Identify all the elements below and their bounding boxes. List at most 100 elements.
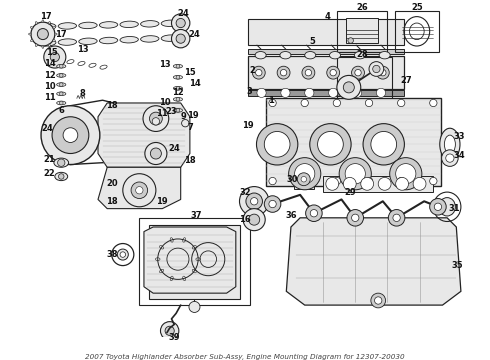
Circle shape bbox=[301, 99, 308, 107]
Ellipse shape bbox=[38, 23, 56, 30]
Circle shape bbox=[430, 198, 446, 215]
Ellipse shape bbox=[444, 135, 455, 153]
Circle shape bbox=[373, 65, 380, 73]
Text: 18: 18 bbox=[106, 197, 118, 206]
Ellipse shape bbox=[173, 108, 183, 112]
Text: 26: 26 bbox=[357, 3, 368, 12]
Circle shape bbox=[176, 64, 180, 68]
Ellipse shape bbox=[48, 44, 50, 46]
Text: 24: 24 bbox=[169, 144, 180, 153]
Circle shape bbox=[58, 159, 65, 166]
Ellipse shape bbox=[48, 22, 50, 24]
Circle shape bbox=[301, 177, 308, 185]
Text: 10: 10 bbox=[159, 99, 171, 108]
Text: 11: 11 bbox=[45, 93, 56, 102]
Text: 28: 28 bbox=[357, 50, 368, 59]
Ellipse shape bbox=[57, 73, 66, 77]
Ellipse shape bbox=[264, 131, 290, 157]
Ellipse shape bbox=[173, 75, 183, 79]
Circle shape bbox=[301, 176, 307, 182]
Text: 12: 12 bbox=[172, 88, 184, 97]
Text: 33: 33 bbox=[453, 132, 465, 141]
Ellipse shape bbox=[277, 66, 290, 79]
Ellipse shape bbox=[355, 69, 361, 76]
Circle shape bbox=[165, 326, 174, 336]
Ellipse shape bbox=[38, 40, 56, 46]
Circle shape bbox=[150, 148, 161, 159]
Text: 24: 24 bbox=[189, 30, 200, 39]
Text: 18: 18 bbox=[184, 156, 196, 165]
Text: 27: 27 bbox=[400, 76, 412, 85]
Bar bbox=[248, 49, 404, 54]
Circle shape bbox=[59, 83, 63, 86]
Circle shape bbox=[176, 98, 180, 101]
Text: 19: 19 bbox=[242, 121, 253, 130]
Ellipse shape bbox=[120, 36, 138, 43]
Ellipse shape bbox=[28, 33, 31, 35]
Circle shape bbox=[257, 88, 266, 98]
Ellipse shape bbox=[99, 22, 118, 28]
Circle shape bbox=[395, 177, 409, 190]
Ellipse shape bbox=[55, 172, 68, 181]
Circle shape bbox=[347, 210, 364, 226]
Text: 1: 1 bbox=[268, 96, 273, 105]
Circle shape bbox=[176, 75, 180, 79]
Text: 2007 Toyota Highlander Absorber Sub-Assy, Engine Mounting Diagram for 12307-2003: 2007 Toyota Highlander Absorber Sub-Assy… bbox=[85, 354, 405, 360]
Circle shape bbox=[397, 99, 405, 107]
Text: 6: 6 bbox=[58, 106, 64, 115]
Ellipse shape bbox=[330, 69, 337, 76]
Text: 19: 19 bbox=[156, 197, 168, 206]
Ellipse shape bbox=[318, 131, 343, 157]
Ellipse shape bbox=[439, 198, 455, 216]
Ellipse shape bbox=[35, 22, 38, 24]
Ellipse shape bbox=[57, 92, 66, 96]
Bar bbox=[323, 176, 433, 192]
Circle shape bbox=[343, 82, 354, 93]
Bar bbox=[139, 218, 249, 305]
Circle shape bbox=[333, 99, 341, 107]
Circle shape bbox=[250, 198, 258, 205]
Text: 31: 31 bbox=[449, 204, 460, 213]
Circle shape bbox=[59, 101, 63, 105]
Circle shape bbox=[182, 120, 189, 127]
Bar bbox=[294, 169, 314, 189]
Circle shape bbox=[269, 201, 276, 208]
Text: 3: 3 bbox=[247, 86, 252, 95]
Circle shape bbox=[149, 112, 162, 125]
Text: 14: 14 bbox=[189, 79, 200, 88]
Text: 7: 7 bbox=[187, 123, 193, 132]
Text: 12: 12 bbox=[45, 71, 56, 80]
Circle shape bbox=[37, 28, 49, 40]
Bar bbox=[266, 98, 441, 186]
Ellipse shape bbox=[30, 40, 33, 41]
Text: 17: 17 bbox=[40, 12, 51, 21]
Text: 13: 13 bbox=[159, 60, 171, 69]
Ellipse shape bbox=[339, 158, 371, 190]
Ellipse shape bbox=[79, 22, 97, 29]
Circle shape bbox=[376, 88, 386, 98]
Circle shape bbox=[361, 177, 373, 190]
Ellipse shape bbox=[161, 20, 179, 27]
Ellipse shape bbox=[42, 46, 44, 48]
Text: 8: 8 bbox=[79, 89, 85, 98]
Ellipse shape bbox=[53, 27, 55, 29]
Circle shape bbox=[189, 301, 200, 312]
Circle shape bbox=[434, 203, 441, 211]
Polygon shape bbox=[144, 227, 236, 293]
Ellipse shape bbox=[255, 51, 266, 59]
Ellipse shape bbox=[395, 163, 416, 184]
Circle shape bbox=[393, 214, 400, 221]
Ellipse shape bbox=[57, 101, 66, 105]
Text: 15: 15 bbox=[184, 68, 196, 77]
Text: 15: 15 bbox=[46, 48, 58, 57]
Circle shape bbox=[131, 182, 147, 198]
Text: 36: 36 bbox=[285, 211, 297, 220]
Bar bbox=[248, 56, 404, 89]
Ellipse shape bbox=[99, 37, 118, 44]
Circle shape bbox=[176, 18, 185, 28]
Text: 11: 11 bbox=[156, 109, 168, 118]
Ellipse shape bbox=[376, 66, 389, 79]
Circle shape bbox=[351, 214, 359, 221]
Ellipse shape bbox=[58, 39, 76, 45]
Bar bbox=[248, 90, 404, 96]
